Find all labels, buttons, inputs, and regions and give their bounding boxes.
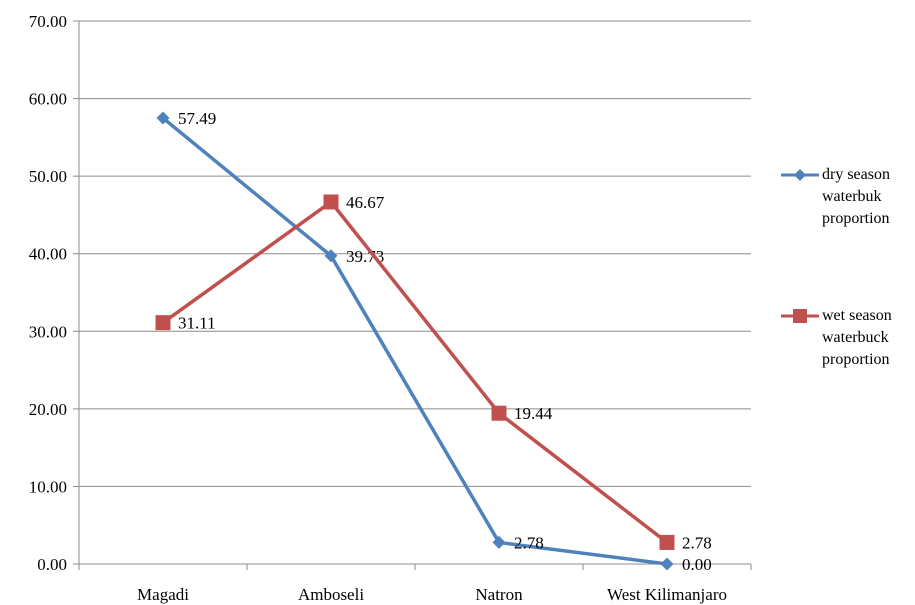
data-label-0-0: 57.49 bbox=[178, 109, 216, 128]
gridlines bbox=[79, 20, 751, 487]
series-1: 31.11 46.67 19.44 2.78 bbox=[155, 193, 712, 552]
y-tick-label-6: 60.00 bbox=[29, 90, 67, 109]
data-label-1-0: 31.11 bbox=[178, 314, 216, 333]
data-point-0-1 bbox=[324, 249, 338, 263]
y-tick-label-5: 50.00 bbox=[29, 167, 67, 186]
series-line-1 bbox=[161, 200, 669, 544]
data-label-0-3: 0.00 bbox=[682, 555, 712, 574]
axes bbox=[73, 20, 752, 570]
legend-swatch-wet-season bbox=[781, 309, 819, 323]
series-line-0 bbox=[161, 116, 668, 566]
y-tick-label-7: 70.00 bbox=[29, 12, 67, 31]
legend-label-dry-season: dry season waterbuk proportion bbox=[822, 166, 890, 227]
data-label-0-1: 39.73 bbox=[346, 247, 384, 266]
data-point-1-3 bbox=[659, 534, 675, 550]
y-tick-label-0: 0.00 bbox=[37, 555, 67, 574]
data-point-1-2 bbox=[491, 405, 507, 421]
data-label-1-2: 19.44 bbox=[514, 404, 553, 423]
x-tick-label-0: Magadi bbox=[137, 585, 189, 604]
y-tick-label-4: 40.00 bbox=[29, 245, 67, 264]
x-tick-label-2: Natron bbox=[475, 585, 523, 604]
y-axis-tick-labels: 0.00 10.00 20.00 30.00 40.00 50.00 60.00 70.00 bbox=[29, 12, 67, 574]
data-label-1-3: 2.78 bbox=[682, 533, 712, 552]
x-axis-tick-labels: Magadi Amboseli Natron West Kilimanjaro bbox=[137, 585, 727, 604]
x-tick-label-3: West Kilimanjaro bbox=[607, 585, 727, 604]
data-label-0-2: 2.78 bbox=[514, 533, 544, 552]
y-tick-label-2: 20.00 bbox=[29, 400, 67, 419]
data-point-0-0 bbox=[156, 111, 170, 125]
data-point-0-2 bbox=[492, 535, 506, 549]
series-group: 57.49 39.73 2.78 0.00 31.11 46.67 19.44 2.78 bbox=[155, 109, 712, 574]
series-0: 57.49 39.73 2.78 0.00 bbox=[156, 109, 712, 574]
data-point-1-0 bbox=[155, 315, 171, 331]
y-tick-label-3: 30.00 bbox=[29, 322, 67, 341]
legend-label-wet-season: wet season waterbuck proportion bbox=[822, 307, 892, 368]
legend-swatch-dry-season bbox=[781, 169, 819, 181]
data-point-1-1 bbox=[323, 194, 339, 210]
y-tick-label-1: 10.00 bbox=[29, 477, 67, 496]
x-tick-label-1: Amboseli bbox=[298, 585, 364, 604]
data-label-1-1: 46.67 bbox=[346, 193, 385, 212]
data-point-0-3 bbox=[660, 557, 674, 571]
